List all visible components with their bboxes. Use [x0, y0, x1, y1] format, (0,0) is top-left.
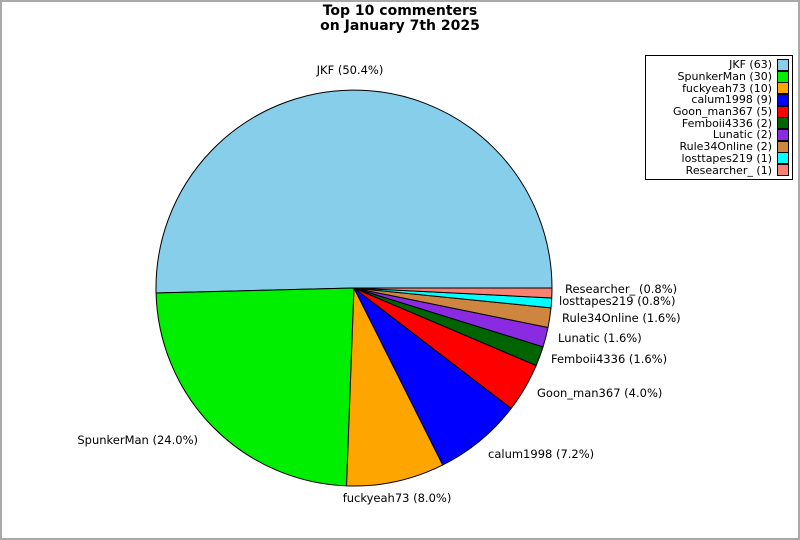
legend: JKF (63) SpunkerMan (30) fuckyeah73 (10) ca… — [645, 55, 793, 180]
legend-item-losttapes219: losttapes219 (1) — [648, 151, 789, 165]
legend-item-JKF: JKF (63) — [648, 58, 789, 72]
legend-item-calum1998: calum1998 (9) — [648, 93, 789, 107]
chart-title-line2: on January 7th 2025 — [320, 18, 480, 34]
pie-slice-JKF — [155, 89, 553, 294]
slice-label-Femboii4336: Femboii4336 (1.6%) — [551, 352, 668, 366]
legend-item-Researcher_: Researcher_ (1) — [648, 163, 789, 177]
legend-item-Femboii4336: Femboii4336 (2) — [648, 116, 789, 130]
pie-slice-Researcher_ — [353, 287, 553, 299]
legend-item-Lunatic: Lunatic (2) — [648, 128, 789, 142]
legend-label: fuckyeah73 (10) — [682, 81, 772, 95]
legend-label: losttapes219 (1) — [681, 151, 772, 165]
legend-swatch — [777, 164, 789, 177]
legend-swatch — [777, 117, 789, 130]
slice-label-JKF: JKF (50.4%) — [316, 63, 384, 77]
legend-label: Rule34Online (2) — [679, 140, 772, 154]
legend-item-Goon_man367: Goon_man367 (5) — [648, 105, 789, 119]
slice-label-losttapes219: losttapes219 (0.8%) — [559, 294, 676, 308]
legend-swatch — [777, 93, 789, 106]
legend-swatch — [777, 105, 789, 118]
chart-title: Top 10 commenters on January 7th 2025 — [2, 4, 798, 34]
legend-label: Researcher_ (1) — [685, 163, 772, 177]
legend-swatch — [777, 128, 789, 141]
pie-slice-fuckyeah73 — [346, 287, 444, 487]
legend-swatch — [777, 152, 789, 165]
slice-label-calum1998: calum1998 (7.2%) — [488, 447, 595, 461]
slice-label-Researcher_: Researcher_ (0.8%) — [565, 282, 678, 296]
legend-swatch — [777, 58, 789, 71]
legend-swatch — [777, 82, 789, 95]
legend-swatch — [777, 70, 789, 83]
pie-slice-SpunkerMan — [155, 287, 355, 487]
legend-item-fuckyeah73: fuckyeah73 (10) — [648, 81, 789, 95]
legend-label: calum1998 (9) — [691, 93, 772, 107]
slice-label-SpunkerMan: SpunkerMan (24.0%) — [77, 433, 198, 447]
legend-label: Lunatic (2) — [712, 128, 772, 142]
legend-label: SpunkerMan (30) — [677, 70, 772, 84]
legend-item-SpunkerMan: SpunkerMan (30) — [648, 70, 789, 84]
slice-label-Lunatic: Lunatic (1.6%) — [558, 331, 642, 345]
legend-label: Goon_man367 (5) — [673, 105, 772, 119]
slice-label-fuckyeah73: fuckyeah73 (8.0%) — [342, 491, 452, 505]
legend-swatch — [777, 140, 789, 153]
slice-label-Rule34Online: Rule34Online (1.6%) — [562, 311, 681, 325]
chart-title-line1: Top 10 commenters — [322, 3, 478, 19]
legend-label: Femboii4336 (2) — [681, 116, 772, 130]
legend-item-Rule34Online: Rule34Online (2) — [648, 140, 789, 154]
legend-label: JKF (63) — [729, 58, 772, 72]
slice-label-Goon_man367: Goon_man367 (4.0%) — [537, 386, 663, 400]
